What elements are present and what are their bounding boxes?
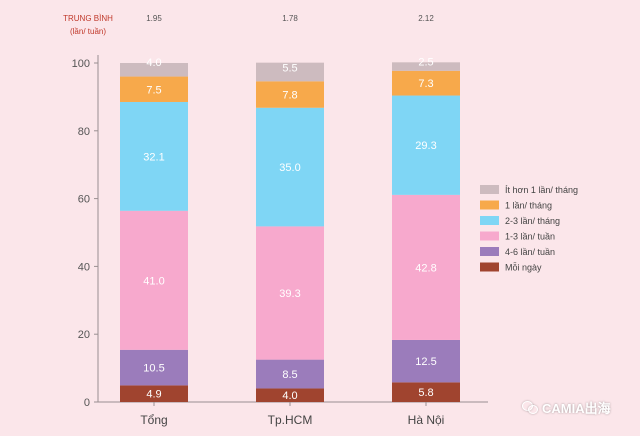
bar-segment (392, 70, 460, 96)
legend-label: 1-3 lần/ tuần (505, 232, 555, 242)
legend-swatch (480, 247, 499, 256)
data-label: 39.3 (279, 288, 300, 300)
legend-label: 1 lần/ tháng (505, 201, 552, 211)
bar-segment (392, 95, 460, 195)
legend-swatch (480, 185, 499, 194)
average-value: 2.12 (418, 14, 434, 23)
data-label: 12.5 (415, 356, 436, 368)
data-label: 7.3 (418, 78, 433, 90)
bar-segment (392, 339, 460, 383)
x-tick-label: Hà Nội (408, 413, 445, 427)
y-tick-label: 60 (78, 194, 90, 206)
data-label: 7.8 (282, 90, 297, 102)
data-label: 35.0 (279, 162, 300, 174)
average-value: 1.95 (146, 14, 162, 23)
y-tick-label: 100 (72, 58, 90, 70)
legend-swatch (480, 231, 499, 241)
bar-segment (256, 359, 324, 389)
bar-segment (120, 210, 188, 350)
x-tick-label: Tp.HCM (268, 413, 313, 427)
average-header-title: TRUNG BÌNH (63, 14, 113, 23)
data-label: 8.5 (282, 369, 297, 381)
data-label: 42.8 (415, 262, 436, 274)
average-value: 1.78 (282, 14, 298, 23)
data-label: 4.9 (146, 389, 161, 401)
watermark: CAMIA出海 (522, 398, 611, 417)
data-label: 29.3 (415, 140, 436, 152)
data-label: 32.1 (143, 151, 164, 163)
data-label: 10.5 (143, 363, 164, 375)
data-label: 4.0 (282, 390, 297, 402)
wechat-icon (522, 401, 538, 414)
data-label: 7.5 (146, 84, 161, 96)
bar-segment (120, 63, 188, 77)
bar-segment (120, 385, 188, 402)
bar-segment (256, 226, 324, 360)
legend-swatch (480, 262, 499, 272)
y-tick-label: 80 (78, 126, 90, 138)
data-label: 5.8 (418, 387, 433, 399)
bar-segment (256, 388, 324, 402)
y-tick-label: 40 (78, 261, 90, 273)
bar-segment (392, 62, 460, 71)
bars-layer: Tổng 1.95 4.9 10.5 41.0 32.1 7.5 4.0 Tp.HCM 1.78 4… (120, 14, 460, 427)
bar-segment (392, 194, 460, 340)
data-label: 2.5 (418, 56, 433, 68)
legend-label: 2-3 lần/ tháng (505, 216, 560, 226)
y-tick-label: 20 (78, 329, 90, 341)
bar-segment (256, 62, 324, 82)
x-tick-label: Tổng (140, 413, 167, 427)
legend-swatch (480, 200, 499, 210)
average-header-unit: (lần/ tuần) (70, 27, 106, 36)
bar-segment (392, 382, 460, 402)
watermark-text: CAMIA出海 (542, 401, 611, 416)
bar-segment (256, 81, 324, 108)
bar-segment (120, 349, 188, 386)
bar-segment (120, 76, 188, 102)
bar-segment (120, 101, 188, 211)
data-label: 4.0 (146, 57, 161, 69)
data-label: 41.0 (143, 275, 164, 287)
legend-swatch (480, 216, 499, 225)
data-label: 5.5 (282, 63, 297, 75)
legend: Ít hơn 1 lần/ tháng 1 lần/ tháng 2-3 lần/ … (480, 185, 578, 273)
legend-label: 4-6 lần/ tuần (505, 247, 555, 257)
y-tick-label: 0 (84, 397, 90, 409)
legend-label: Ít hơn 1 lần/ tháng (505, 185, 578, 195)
legend-label: Mỗi ngày (505, 263, 542, 273)
bar-segment (256, 107, 324, 227)
